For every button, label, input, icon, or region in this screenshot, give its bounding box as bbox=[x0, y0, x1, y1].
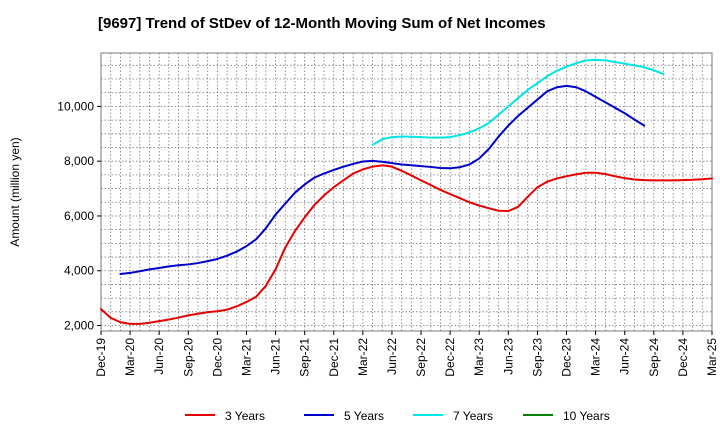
x-tick-label: Dec-23 bbox=[560, 338, 574, 377]
x-tick-label: Sep-21 bbox=[298, 338, 312, 377]
x-tick-label: Sep-22 bbox=[414, 338, 428, 377]
y-axis-label: Amount (million yen) bbox=[8, 137, 22, 246]
x-tick-label: Mar-24 bbox=[589, 338, 603, 376]
series-line-7-years bbox=[371, 58, 665, 146]
legend: 3 Years 5 Years 7 Years 10 Years bbox=[185, 409, 610, 423]
x-tick-label: Mar-23 bbox=[472, 338, 486, 376]
y-tick-label: 2,000 bbox=[64, 319, 94, 333]
x-tick-label: Dec-22 bbox=[443, 338, 457, 377]
x-tick-label: Mar-22 bbox=[356, 338, 370, 376]
x-tick-label: Jun-23 bbox=[501, 338, 515, 375]
x-tick-label: Mar-25 bbox=[705, 338, 719, 376]
y-tick-label: 6,000 bbox=[64, 209, 94, 223]
plot-area bbox=[100, 52, 713, 332]
x-tick-label: Jun-21 bbox=[269, 338, 283, 375]
x-tick-label: Sep-20 bbox=[181, 338, 195, 377]
x-tick-label: Dec-21 bbox=[327, 338, 341, 377]
legend-label: 7 Years bbox=[453, 409, 493, 423]
chart-title: [9697] Trend of StDev of 12-Month Moving… bbox=[98, 15, 546, 32]
series-line-3-years bbox=[100, 164, 713, 325]
legend-label: 3 Years bbox=[225, 409, 265, 423]
y-tick-label: 8,000 bbox=[64, 154, 94, 168]
series-line-5-years bbox=[119, 84, 646, 276]
x-axis-ticks: Dec-19 Mar-20 Jun-20 Sep-20 Dec-20 Mar-21 Jun-… bbox=[94, 331, 719, 377]
x-tick-label: Jun-20 bbox=[152, 338, 166, 375]
x-tick-label: Jun-24 bbox=[618, 338, 632, 375]
y-tick-label: 4,000 bbox=[64, 264, 94, 278]
y-axis-ticks: 2,000 4,000 6,000 8,000 10,000 bbox=[57, 99, 101, 333]
x-tick-label: Dec-20 bbox=[210, 338, 224, 377]
x-tick-label: Sep-23 bbox=[530, 338, 544, 377]
series-lines bbox=[100, 58, 713, 325]
x-tick-label: Mar-21 bbox=[239, 338, 253, 376]
legend-label: 10 Years bbox=[563, 409, 610, 423]
x-tick-label: Sep-24 bbox=[647, 338, 661, 377]
x-tick-label: Dec-19 bbox=[94, 338, 108, 377]
y-tick-label: 10,000 bbox=[57, 99, 94, 113]
grid-lines bbox=[101, 53, 712, 331]
x-tick-label: Dec-24 bbox=[676, 338, 690, 377]
x-tick-label: Mar-20 bbox=[123, 338, 137, 376]
x-tick-label: Jun-22 bbox=[385, 338, 399, 375]
legend-label: 5 Years bbox=[344, 409, 384, 423]
